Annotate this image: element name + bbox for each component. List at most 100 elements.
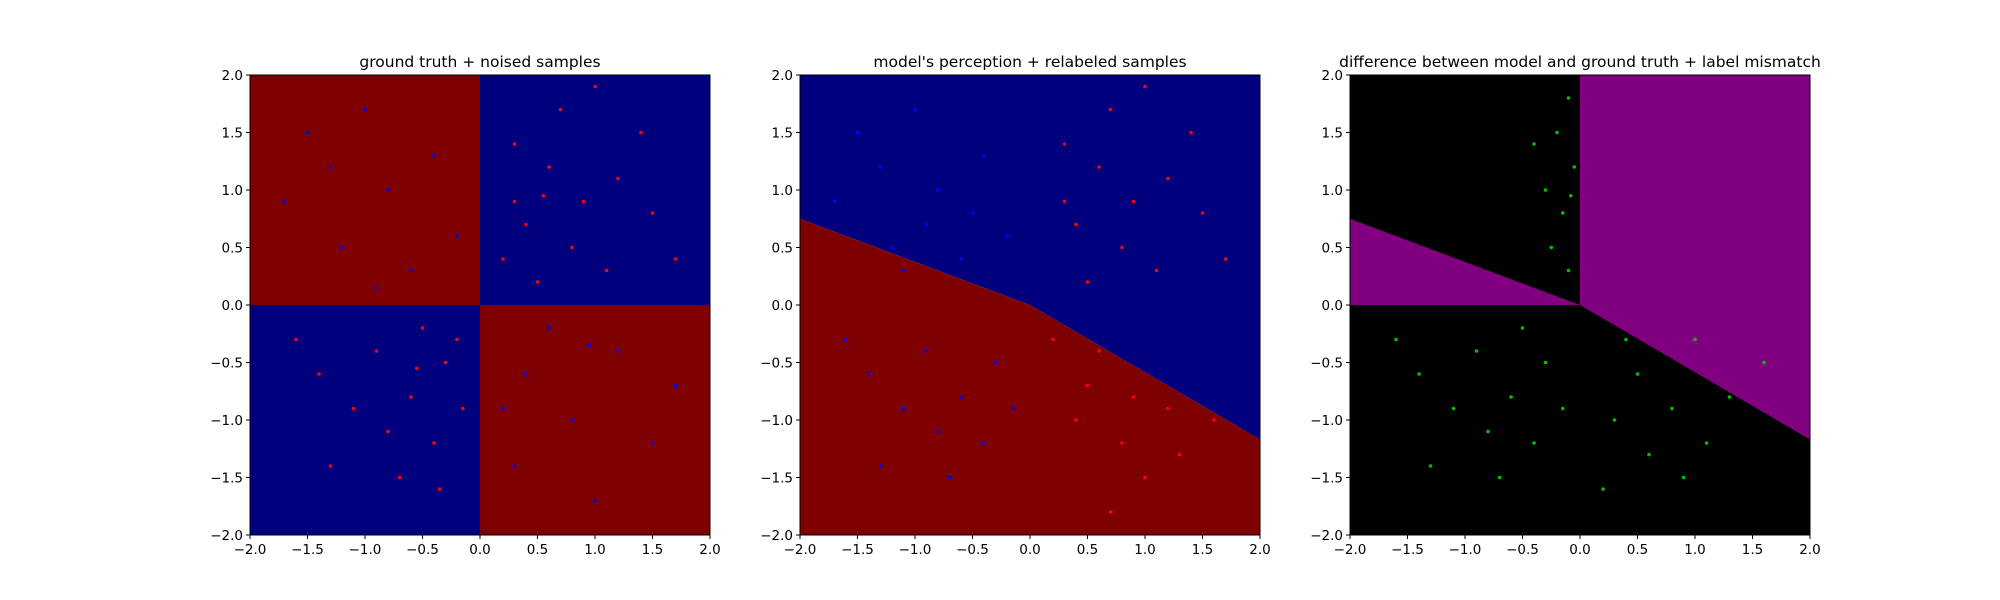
blue-sample-point — [363, 107, 367, 112]
x-tick-label: −0.5 — [956, 542, 989, 558]
red-sample-point — [1108, 107, 1113, 112]
green-sample-point — [1560, 406, 1565, 411]
blue-sample-point — [374, 285, 379, 290]
region-model-red — [800, 218, 1260, 535]
red-sample-point — [1108, 510, 1113, 514]
green-sample-point — [1549, 245, 1554, 250]
blue-sample-point — [512, 464, 517, 468]
red-sample-point — [512, 199, 517, 204]
blue-sample-point — [924, 222, 929, 227]
x-tick-label: 2.0 — [1799, 542, 1820, 558]
red-sample-point — [409, 395, 413, 399]
x-tick-label: 2.0 — [699, 542, 720, 558]
red-sample-point — [673, 257, 678, 261]
blue-sample-point — [970, 211, 975, 215]
region-bottom-right — [480, 305, 710, 535]
red-sample-point — [1085, 383, 1090, 388]
green-sample-point — [1612, 418, 1617, 422]
blue-sample-point — [587, 343, 592, 348]
red-sample-point — [437, 487, 442, 491]
blue-sample-point — [982, 441, 986, 445]
red-sample-point — [593, 84, 597, 89]
red-sample-point — [1212, 418, 1216, 422]
x-tick-label: 1.5 — [642, 542, 663, 558]
x-tick-label: −0.5 — [406, 542, 439, 558]
x-tick-label: −1.5 — [841, 542, 874, 558]
green-sample-point — [1569, 193, 1573, 198]
y-tick-label: 0.0 — [772, 298, 793, 314]
y-tick-label: 0.5 — [1322, 241, 1343, 257]
region-top-right — [480, 75, 710, 305]
blue-sample-point — [650, 441, 655, 445]
red-sample-point — [1143, 84, 1147, 89]
x-tick-label: −1.5 — [1391, 542, 1424, 558]
blue-sample-point — [913, 107, 917, 112]
green-sample-point — [1693, 337, 1697, 342]
blue-sample-point — [901, 268, 906, 273]
red-sample-point — [1189, 130, 1193, 135]
red-sample-point — [294, 337, 298, 342]
x-tick-label: 0.0 — [469, 542, 490, 558]
y-tick-label: −2.0 — [760, 528, 793, 544]
green-sample-point — [1497, 475, 1502, 480]
x-tick-label: 0.5 — [527, 542, 548, 558]
green-sample-point — [1762, 360, 1766, 365]
y-tick-label: −0.5 — [1310, 356, 1343, 372]
y-tick-label: −1.5 — [210, 471, 243, 487]
blue-sample-point — [340, 245, 344, 250]
red-sample-point — [1120, 245, 1124, 250]
x-tick-label: 2.0 — [1249, 542, 1270, 558]
green-sample-point — [1566, 268, 1571, 273]
red-sample-point — [541, 193, 546, 198]
blue-sample-point — [936, 188, 940, 192]
red-sample-point — [1085, 280, 1090, 284]
y-tick-label: 2.0 — [772, 68, 793, 84]
x-tick-label: 1.0 — [1134, 542, 1155, 558]
red-sample-point — [1177, 452, 1182, 457]
x-tick-label: 0.0 — [1019, 542, 1040, 558]
y-tick-label: 1.5 — [222, 126, 243, 142]
blue-sample-point — [1005, 234, 1009, 238]
panel-3-plot-area — [1350, 75, 1810, 535]
red-sample-point — [1120, 441, 1124, 445]
blue-sample-point — [386, 188, 390, 192]
green-sample-point — [1543, 188, 1548, 192]
blue-sample-point — [901, 406, 906, 411]
blue-sample-point — [855, 130, 860, 135]
red-sample-point — [328, 464, 333, 468]
y-tick-label: 0.5 — [772, 241, 793, 257]
x-tick-label: 0.5 — [1077, 542, 1098, 558]
y-tick-label: 0.0 — [1322, 298, 1343, 314]
red-sample-point — [351, 406, 356, 411]
y-tick-label: −1.5 — [1310, 471, 1343, 487]
x-tick-label: 1.0 — [584, 542, 605, 558]
green-sample-point — [1727, 395, 1732, 399]
red-sample-point — [1131, 395, 1136, 399]
blue-sample-point — [501, 406, 505, 411]
panel-1-title: ground truth + noised samples — [359, 53, 600, 71]
red-sample-point — [1062, 142, 1067, 146]
blue-sample-point — [890, 245, 894, 250]
green-sample-point — [1451, 406, 1456, 411]
red-sample-point — [547, 165, 551, 169]
red-sample-point — [558, 107, 563, 112]
green-sample-point — [1560, 211, 1565, 215]
y-tick-label: 1.0 — [222, 183, 243, 199]
x-tick-label: −2.0 — [784, 542, 817, 558]
y-tick-label: −1.0 — [760, 413, 793, 429]
y-tick-label: 1.5 — [1322, 126, 1343, 142]
blue-sample-point — [878, 464, 883, 468]
panel-2-plot-area — [800, 75, 1260, 535]
red-sample-point — [443, 360, 448, 365]
x-tick-label: −1.5 — [291, 542, 324, 558]
blue-sample-point — [993, 360, 998, 365]
y-tick-label: 2.0 — [222, 68, 243, 84]
blue-sample-point — [305, 130, 310, 135]
y-tick-label: 0.0 — [222, 298, 243, 314]
panel-1: ground truth + noised samples −2.0 −1.5 −1… — [210, 53, 721, 558]
green-sample-point — [1532, 142, 1536, 146]
red-sample-point — [604, 268, 609, 273]
green-sample-point — [1428, 464, 1433, 468]
red-sample-point — [581, 199, 586, 204]
